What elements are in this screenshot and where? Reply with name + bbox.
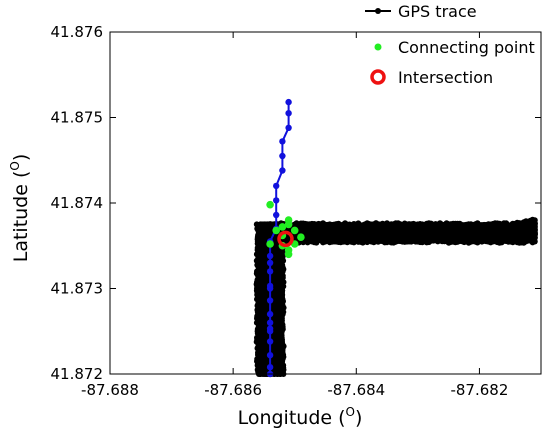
y-tick-label: 41.875	[51, 109, 104, 127]
blue-trace-point	[266, 328, 274, 335]
blue-trace-point	[266, 338, 274, 345]
connecting-point	[266, 200, 274, 209]
blue-trace-point	[273, 197, 280, 204]
x-tick-label: -87.682	[450, 381, 508, 399]
blue-trace-point	[285, 98, 292, 106]
legend-intersection-label: Intersection	[398, 68, 493, 87]
x-axis-label: Longitude (O)	[238, 405, 363, 429]
connecting-point	[297, 233, 305, 241]
y-tick-label: 41.874	[51, 194, 104, 212]
blue-trace-point	[266, 285, 274, 292]
connecting-point	[284, 250, 293, 259]
blue-trace-point	[266, 252, 274, 260]
intersections	[277, 230, 294, 248]
connecting-point	[272, 226, 281, 235]
blue-trace-point	[266, 297, 274, 304]
legend-gps-trace-marker	[375, 8, 381, 14]
x-tick-label: -87.686	[204, 381, 262, 399]
legend: GPS trace Connecting point Intersection	[365, 2, 535, 87]
y-tick-label: 41.872	[51, 365, 104, 383]
blue-trace-point	[266, 310, 274, 318]
legend-intersection-marker	[370, 69, 386, 85]
blue-trace-point	[266, 352, 274, 359]
gps-trace-horizontal-band	[267, 216, 538, 246]
blue-trace-point	[279, 152, 286, 160]
connecting-point	[284, 216, 293, 224]
blue-trace-point	[279, 138, 286, 145]
y-tick-label: 41.876	[51, 23, 104, 41]
connecting-point	[278, 223, 287, 231]
legend-connecting-point-label: Connecting point	[398, 38, 535, 57]
connecting-point	[266, 240, 274, 248]
x-ticks: -87.688 -87.686 -87.684 -87.682	[81, 32, 508, 399]
blue-trace-point	[266, 319, 274, 326]
plot-marks	[253, 98, 538, 378]
legend-gps-trace-label: GPS trace	[398, 2, 477, 21]
blue-trace-point	[266, 268, 274, 275]
y-ticks: 41.872 41.873 41.874 41.875 41.876	[51, 23, 541, 383]
y-axis-label: Latitude (O)	[8, 154, 32, 263]
blue-trace-point	[285, 124, 292, 131]
y-tick-label: 41.873	[51, 280, 104, 298]
blue-trace-point	[266, 364, 274, 371]
blue-trace-point	[273, 211, 280, 219]
intersection-marker	[277, 230, 294, 248]
x-tick-label: -87.688	[81, 381, 139, 399]
legend-connecting-point-marker	[374, 43, 382, 51]
blue-trace-point	[285, 110, 292, 117]
x-tick-label: -87.684	[327, 381, 385, 399]
gps-trace-point	[531, 217, 538, 224]
connecting-point	[290, 226, 299, 235]
blue-trace-point	[279, 167, 286, 174]
blue-trace-point	[273, 182, 280, 190]
blue-trace-point	[266, 259, 274, 266]
